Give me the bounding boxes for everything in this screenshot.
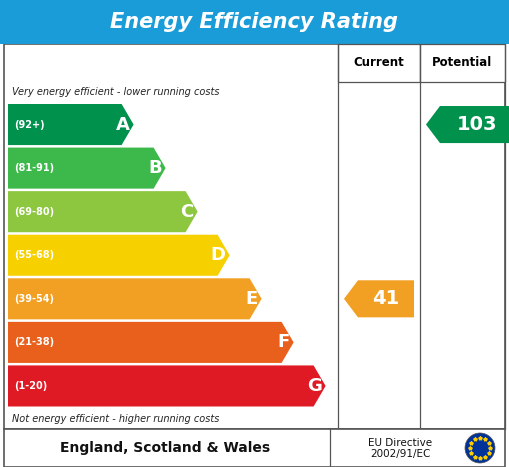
- Bar: [420, 44, 505, 82]
- Text: (55-68): (55-68): [14, 250, 54, 260]
- Text: Not energy efficient - higher running costs: Not energy efficient - higher running co…: [12, 414, 219, 424]
- Text: (92+): (92+): [14, 120, 45, 129]
- Text: E: E: [245, 290, 258, 308]
- Bar: [4, 44, 505, 429]
- Text: G: G: [307, 377, 322, 395]
- Polygon shape: [8, 366, 326, 406]
- Bar: [338, 44, 420, 82]
- Polygon shape: [426, 106, 509, 143]
- Text: England, Scotland & Wales: England, Scotland & Wales: [60, 441, 270, 455]
- Polygon shape: [344, 280, 414, 318]
- Circle shape: [465, 433, 495, 463]
- Text: (21-38): (21-38): [14, 337, 54, 347]
- Text: EU Directive: EU Directive: [368, 438, 432, 448]
- Text: (81-91): (81-91): [14, 163, 54, 173]
- Bar: [0, 0, 509, 44]
- Polygon shape: [8, 278, 262, 319]
- Text: F: F: [277, 333, 290, 351]
- Polygon shape: [8, 104, 133, 145]
- Text: 41: 41: [373, 290, 400, 308]
- Text: (39-54): (39-54): [14, 294, 54, 304]
- Text: Current: Current: [354, 57, 404, 70]
- Text: A: A: [116, 115, 130, 134]
- Text: D: D: [211, 246, 225, 264]
- Text: Very energy efficient - lower running costs: Very energy efficient - lower running co…: [12, 87, 219, 97]
- Polygon shape: [8, 148, 165, 189]
- Polygon shape: [8, 235, 230, 276]
- Text: 2002/91/EC: 2002/91/EC: [370, 449, 430, 459]
- Text: Potential: Potential: [432, 57, 493, 70]
- Text: (69-80): (69-80): [14, 207, 54, 217]
- Polygon shape: [8, 322, 294, 363]
- Text: C: C: [180, 203, 193, 221]
- Text: B: B: [148, 159, 161, 177]
- Text: 103: 103: [457, 115, 498, 134]
- Text: Energy Efficiency Rating: Energy Efficiency Rating: [110, 12, 399, 32]
- Bar: [4, 429, 505, 467]
- Polygon shape: [8, 191, 197, 232]
- Text: (1-20): (1-20): [14, 381, 47, 391]
